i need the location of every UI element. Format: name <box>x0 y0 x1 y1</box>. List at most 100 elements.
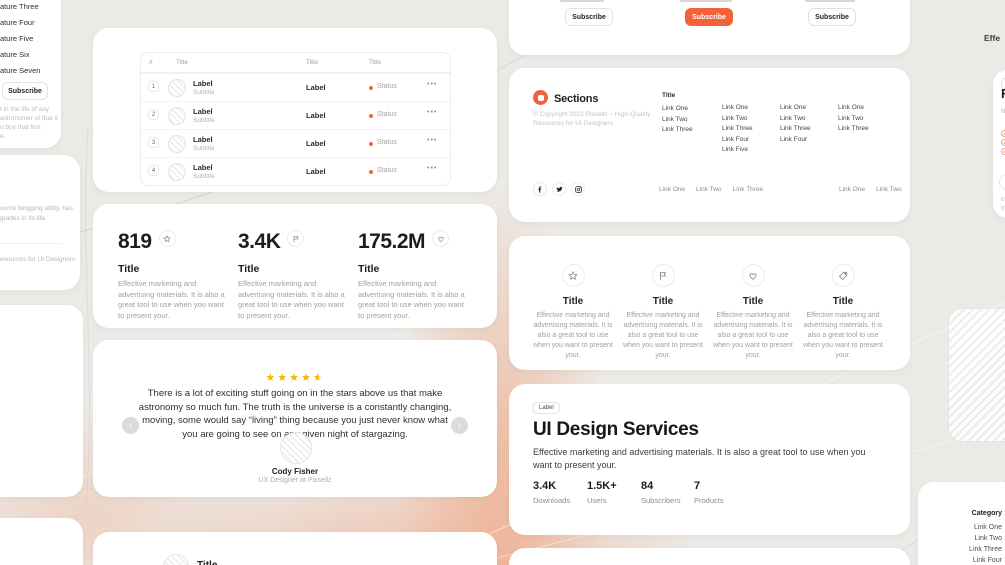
footer-link[interactable]: Link One <box>722 104 749 111</box>
sidebar-item-feature[interactable]: ature Seven <box>0 66 41 75</box>
subscribe-button[interactable]: Subscribe <box>808 8 856 26</box>
footer-link[interactable]: Link Two <box>780 114 806 122</box>
category-link[interactable]: Link One <box>973 524 1002 531</box>
subscribe-button-primary[interactable]: Subscribe <box>685 8 733 26</box>
metric-value: 1.5K+ <box>587 480 617 492</box>
footer-link[interactable]: Link One <box>780 104 807 111</box>
stat-description: Effective marketing and advertising mate… <box>118 279 225 320</box>
avatar-placeholder-icon <box>168 107 186 125</box>
footer-link[interactable]: Link Two <box>876 186 902 193</box>
facebook-icon[interactable] <box>533 182 547 196</box>
plan-fine-print: Mo thr <box>1001 197 1005 212</box>
sidebar-item-feature[interactable]: ature Three <box>0 2 39 11</box>
status-dot <box>369 85 373 90</box>
metric-label: Subscribers <box>641 496 681 505</box>
footer-link[interactable]: Link Two <box>722 114 748 122</box>
footer-link[interactable]: Link One <box>662 105 689 112</box>
subscribe-button[interactable]: Subscribe <box>565 8 613 26</box>
carousel-prev-button[interactable]: ‹ <box>122 417 139 434</box>
footer-link[interactable]: Link Three <box>838 125 869 132</box>
plan-cta-button[interactable] <box>999 174 1005 190</box>
left-text-card: ource blogging utility, has grades in it… <box>0 155 80 290</box>
sidebar-item-feature[interactable]: ature Six <box>0 50 30 59</box>
flag-icon <box>287 230 305 247</box>
row-value: Label <box>306 139 326 148</box>
card-title: Title <box>197 560 217 565</box>
row-number: 1 <box>148 81 159 92</box>
avatar-placeholder-icon <box>163 554 189 565</box>
footer-link[interactable]: Link One <box>838 104 865 111</box>
pricing-card: Subscribe Subscribe Subscribe <box>509 0 910 55</box>
footer-link[interactable]: Link Five <box>722 146 749 153</box>
category-link[interactable]: Link Three <box>969 546 1002 553</box>
metric-value: 84 <box>641 480 654 492</box>
carousel-next-button[interactable]: › <box>451 417 468 434</box>
left-placeholder-card-bottom <box>0 518 83 565</box>
footer-link[interactable]: Link One <box>839 186 866 193</box>
footer-link[interactable]: Link Three <box>722 125 753 132</box>
clipped-caption <box>560 0 604 2</box>
footer-card: Sections © Copyright 2023 Pixsellz – Hig… <box>509 68 910 222</box>
star-icon: ★ <box>277 372 290 384</box>
feature-title: Title <box>742 296 764 307</box>
row-menu-icon[interactable]: ••• <box>427 137 438 144</box>
sidebar-item-feature[interactable]: ature Five <box>0 34 34 43</box>
label-badge: Label <box>533 402 560 414</box>
stat-title: Title <box>118 263 140 275</box>
half-star-icon: ★★ <box>312 372 325 384</box>
left-menu-card: ature Three ature Four ature Five ature … <box>0 0 61 148</box>
footer-link[interactable]: Link Three <box>732 186 764 193</box>
footer-link[interactable]: Link Two <box>662 115 688 123</box>
row-number: 3 <box>148 137 159 148</box>
sidebar-item-feature[interactable]: ature Four <box>0 18 35 27</box>
stat-description: Effective marketing and advertising mate… <box>358 279 465 320</box>
footer-link[interactable]: Link Four <box>780 135 808 143</box>
status-dot <box>369 141 373 146</box>
twitter-icon[interactable] <box>552 182 566 196</box>
footer-link[interactable]: Link Two <box>696 186 722 193</box>
image-placeholder-card <box>948 308 1005 442</box>
row-label: Label <box>193 163 213 172</box>
footer-link-column: Title Link One Link Two Link Three <box>662 92 718 138</box>
plan-title: F <box>1001 86 1005 101</box>
avatar-placeholder-icon <box>168 79 186 97</box>
features-card: Title Effective marketing and advertisin… <box>509 236 910 370</box>
subscribe-button[interactable]: Subscribe <box>2 82 48 100</box>
footer-link[interactable]: Link One <box>659 186 686 193</box>
brand-name: Sections <box>554 93 599 105</box>
stats-card: 819 Title Effective marketing and advert… <box>93 204 497 328</box>
category-link[interactable]: Link Four <box>972 557 1002 564</box>
stat-value: 819 <box>118 230 152 253</box>
category-list: Category Link One Link Two Link Three Li… <box>918 510 1002 565</box>
row-subtitle: Subtitle <box>193 144 215 152</box>
footer-bottom-links-center: Link One Link Two Link Three <box>659 186 763 193</box>
footer-link[interactable]: Link Three <box>662 126 693 133</box>
testimonial-role: UX Designer at Pixsellz <box>258 477 332 484</box>
category-link[interactable]: Link Two <box>974 535 1003 542</box>
feature-description: Effective marketing and advertising mate… <box>623 312 703 359</box>
row-value: Label <box>306 167 326 176</box>
row-menu-icon[interactable]: ••• <box>427 109 438 116</box>
metric-label: Users <box>587 496 607 505</box>
footer-link[interactable]: Link Two <box>838 114 864 122</box>
row-menu-icon[interactable]: ••• <box>427 165 438 172</box>
stat-title: Title <box>358 263 380 275</box>
footer-link[interactable]: Link Three <box>780 125 811 132</box>
row-menu-icon[interactable]: ••• <box>427 81 438 88</box>
clipped-caption <box>805 0 855 2</box>
avatar-placeholder-icon <box>168 163 186 181</box>
clipped-card-bottom <box>509 548 910 565</box>
star-icon <box>561 264 585 287</box>
feature-title: Title <box>562 296 584 307</box>
table-row: 4 Label Subtitle Label Status ••• <box>141 157 450 185</box>
metric-block: 84 Subscribers <box>641 480 681 505</box>
category-title: Category <box>971 510 1002 517</box>
plan-badge <box>1001 78 1005 89</box>
stat-block: 175.2M Title Effective marketing and adv… <box>358 230 472 321</box>
left-placeholder-card <box>0 305 83 497</box>
instagram-icon[interactable] <box>571 182 585 196</box>
testimonial-author: Cody Fisher <box>271 467 319 476</box>
footer-link[interactable]: Link Four <box>722 135 750 143</box>
body-text: ource blogging utility, has grades in it… <box>0 205 73 222</box>
